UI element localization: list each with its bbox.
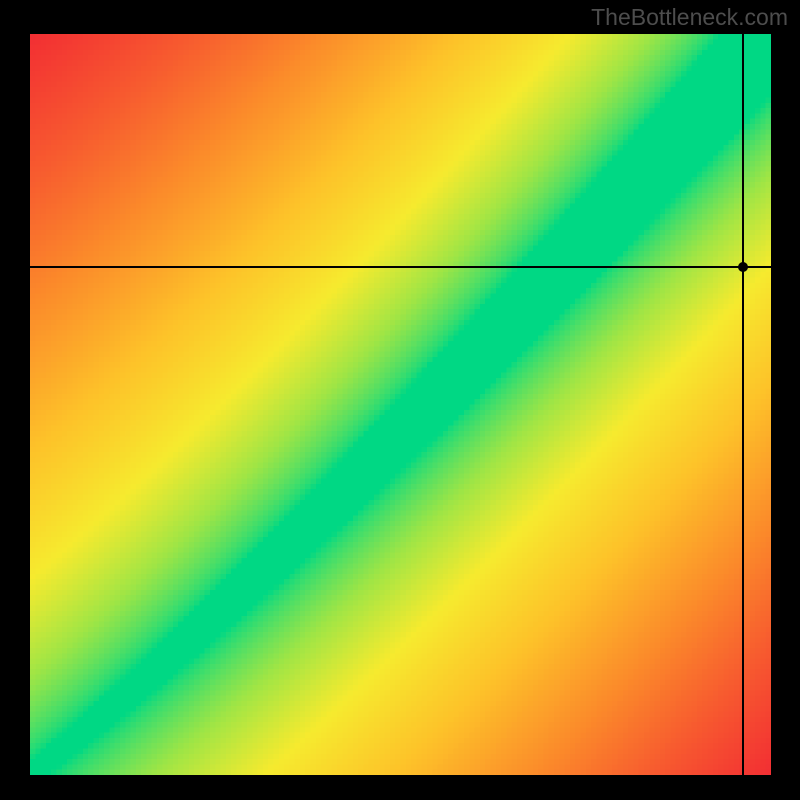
watermark-text: TheBottleneck.com <box>591 4 788 31</box>
crosshair-horizontal <box>30 266 771 268</box>
chart-container: TheBottleneck.com <box>0 0 800 800</box>
crosshair-vertical <box>742 34 744 775</box>
heatmap-canvas <box>30 34 771 775</box>
heatmap-plot <box>30 34 771 775</box>
